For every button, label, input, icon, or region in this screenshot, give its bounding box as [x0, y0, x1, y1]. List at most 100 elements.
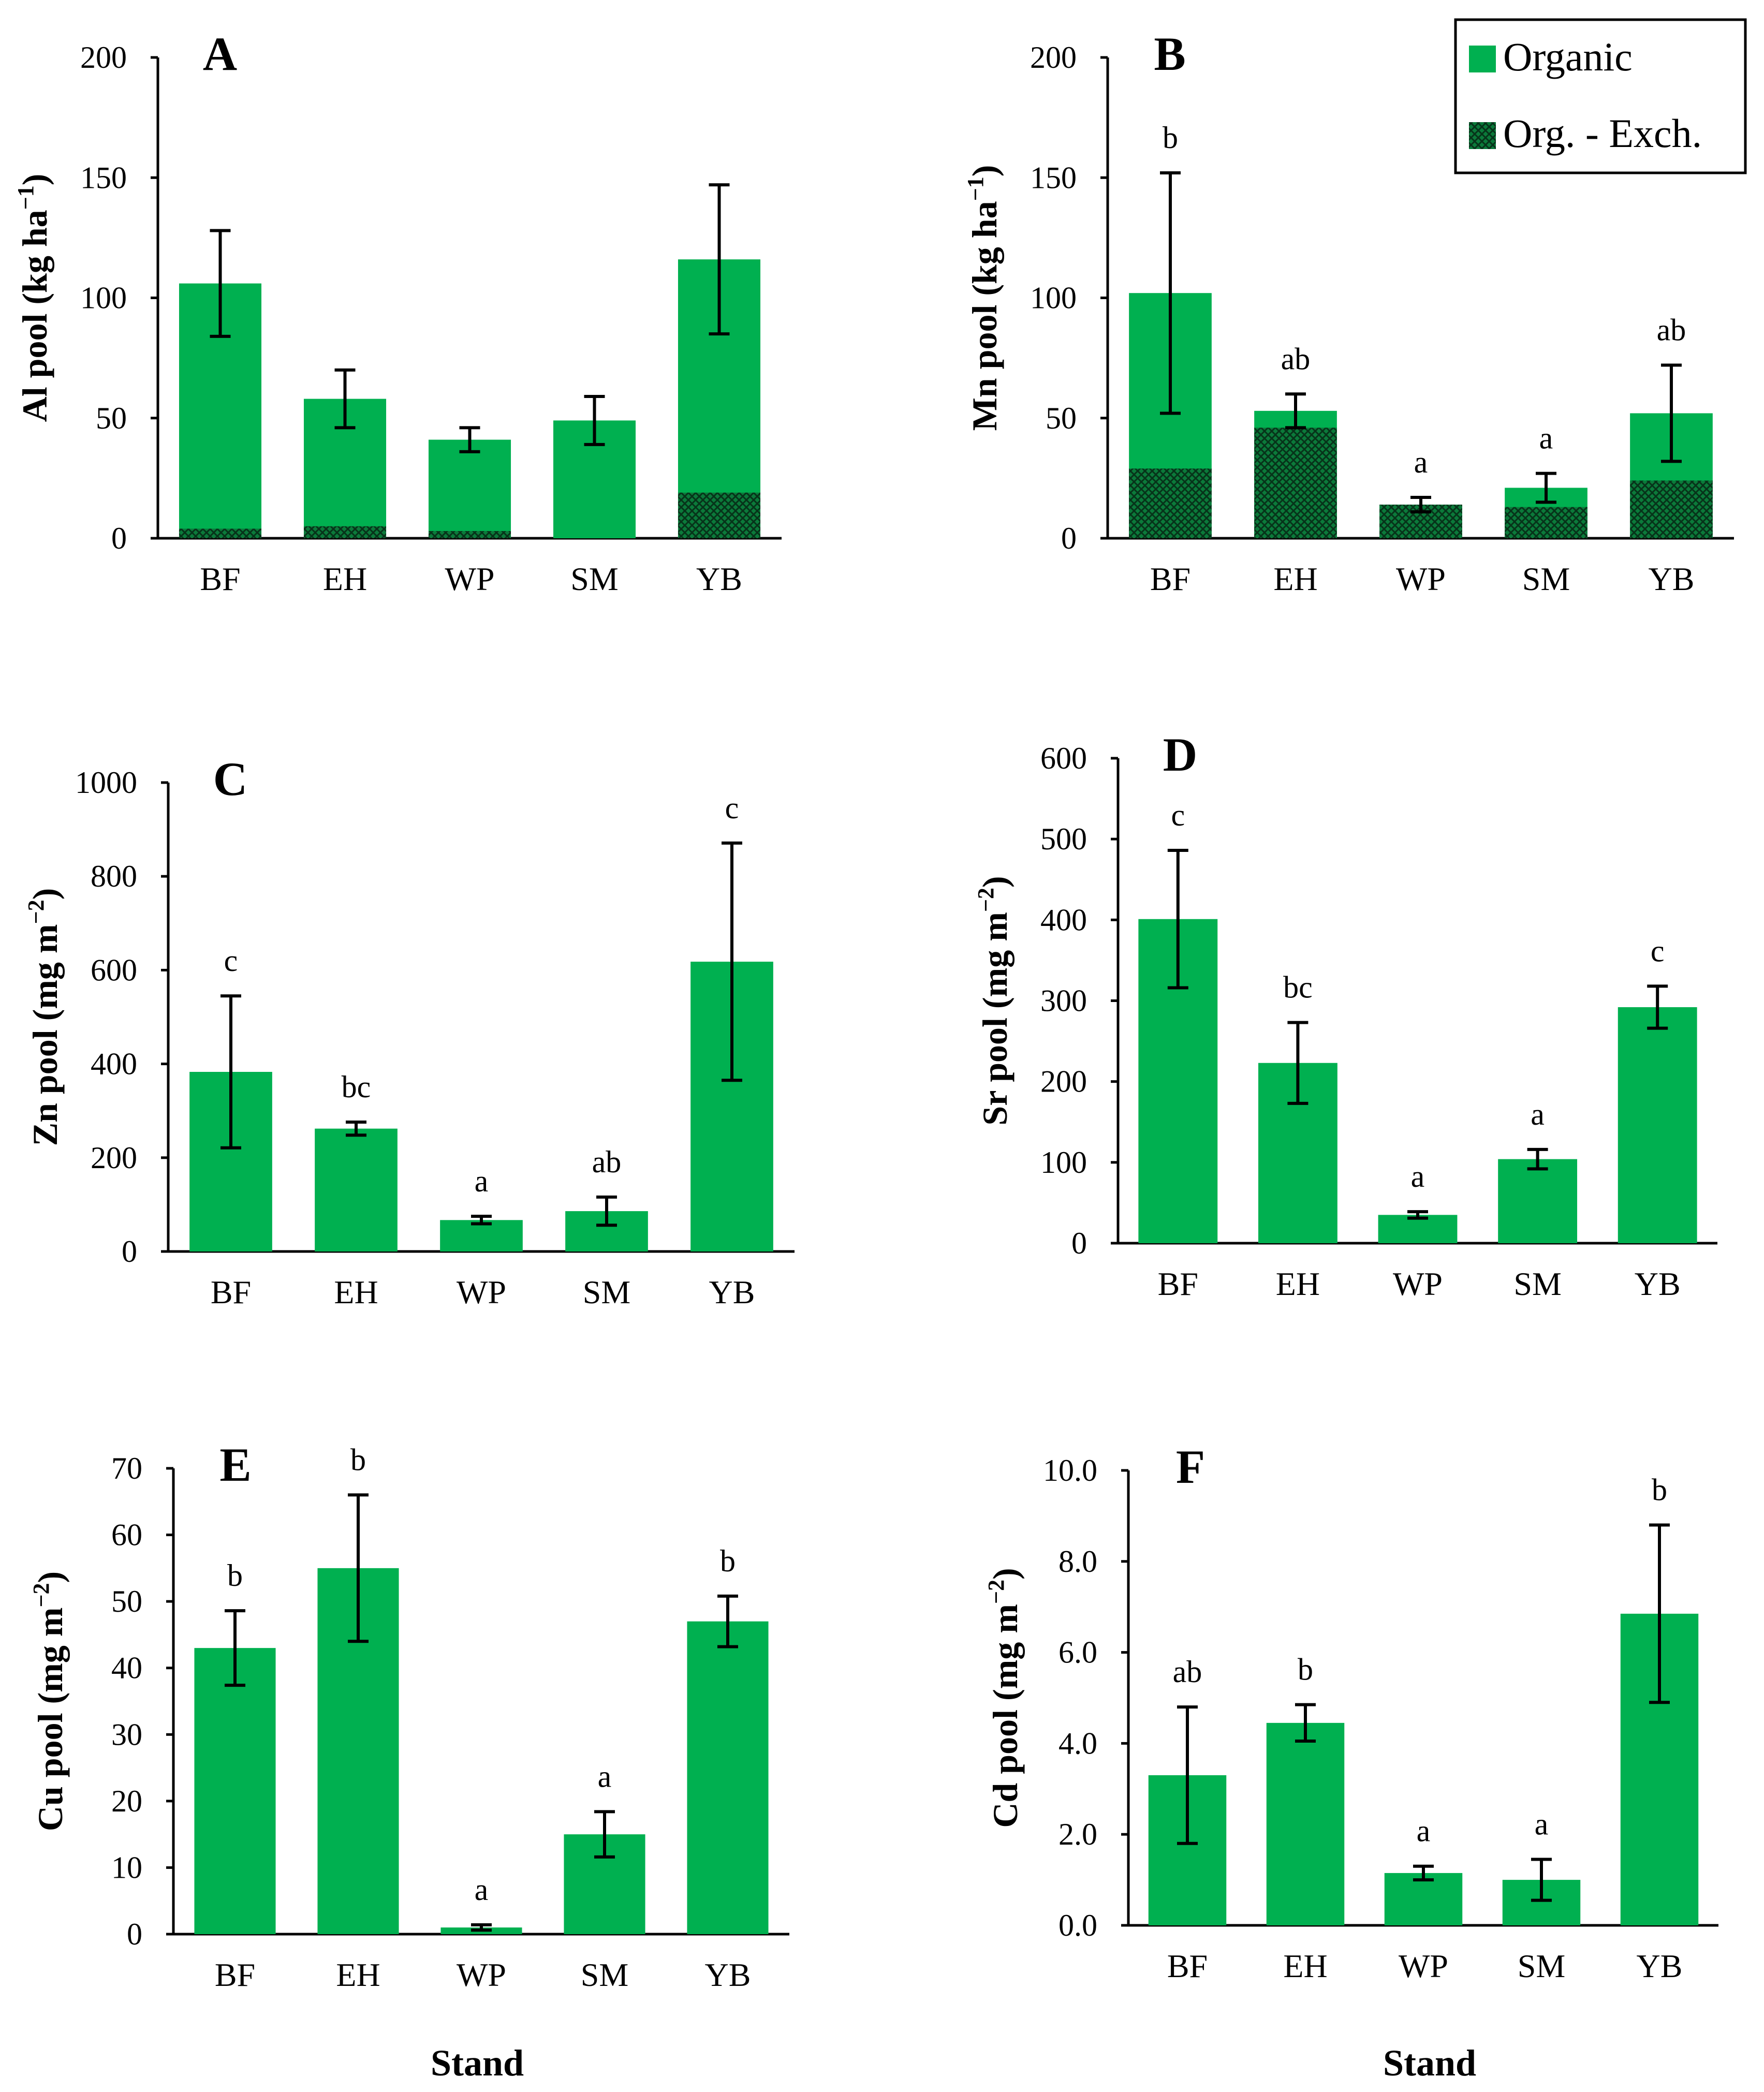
panel-e: 0 10 20 30 40 50 60 70 E Cu pool (mg m−2) b BF b EH a W… [28, 1438, 789, 1993]
sig-label-c-wp: a [475, 1164, 489, 1198]
y-tick-label-f-1: 2.0 [1059, 1817, 1097, 1851]
panel-a: 0 50 100 150 200 A Al pool (kg ha−1) BF EH WP SM YB [13, 27, 782, 597]
y-axis-title-sup-b: −1 [963, 176, 988, 201]
bar-organic-e-bf [194, 1648, 276, 1934]
y-tick-label-b-4: 200 [1030, 40, 1077, 75]
bar-organic-c-eh [315, 1128, 398, 1251]
bar-exch-a-yb [678, 492, 761, 538]
sig-label-e-sm: a [598, 1759, 612, 1793]
y-tick-label-e-0: 0 [127, 1917, 142, 1951]
y-tick-label-c-0: 0 [122, 1234, 137, 1269]
legend-box [1454, 18, 1747, 174]
y-axis-title-main-e: Cu pool (mg m [31, 1608, 70, 1832]
sig-label-e-wp: a [475, 1873, 489, 1907]
category-label-d-yb: YB [1635, 1265, 1681, 1302]
y-tick-label-d-6: 600 [1040, 741, 1087, 775]
category-label-d-sm: SM [1513, 1265, 1562, 1302]
panel-letter-a: A [203, 27, 237, 80]
y-tick-label-a-1: 50 [96, 401, 127, 435]
y-tick-label-a-4: 200 [80, 40, 127, 75]
y-tick-label-f-2: 4.0 [1059, 1726, 1097, 1760]
sig-label-d-wp: a [1411, 1159, 1425, 1194]
y-tick-label-b-0: 0 [1061, 521, 1077, 555]
y-tick-label-d-0: 0 [1071, 1226, 1087, 1260]
y-tick-label-e-7: 70 [111, 1451, 142, 1485]
sig-label-f-eh: b [1298, 1653, 1313, 1687]
category-label-a-bf: BF [200, 561, 240, 597]
category-label-d-bf: BF [1158, 1265, 1198, 1302]
y-axis-title-end-a: ) [15, 174, 54, 186]
bar-organic-d-sm [1498, 1159, 1578, 1243]
y-tick-label-c-5: 1000 [75, 765, 137, 800]
y-axis-title-sup-a: −1 [13, 185, 38, 210]
y-tick-label-c-3: 600 [91, 953, 137, 987]
y-tick-label-b-1: 50 [1046, 401, 1077, 435]
panel-letter-c: C [213, 753, 247, 805]
category-label-f-wp: WP [1399, 1948, 1448, 1984]
y-tick-label-d-1: 100 [1040, 1145, 1087, 1180]
x-axis-title-right: Stand [1383, 2042, 1476, 2084]
y-axis-title-main-a: Al pool (kg ha [15, 210, 54, 422]
category-label-d-eh: EH [1276, 1265, 1320, 1302]
category-label-b-yb: YB [1649, 561, 1695, 597]
sig-label-c-eh: bc [342, 1070, 371, 1104]
y-tick-label-b-3: 150 [1030, 160, 1077, 195]
y-axis-title-end-b: ) [965, 165, 1004, 177]
y-tick-label-f-0: 0.0 [1059, 1908, 1097, 1942]
y-tick-label-a-2: 100 [80, 281, 127, 315]
sig-label-b-bf: b [1163, 121, 1178, 155]
legend: Organic Org. - Exch. [1454, 18, 1747, 174]
panel-f: 0.02.04.06.08.010.0 FCd pool (mg m−2)abBF… [983, 1440, 1718, 1984]
y-axis-title-main-d: Sr pool (mg m [975, 912, 1015, 1125]
y-tick-label-e-5: 50 [111, 1584, 142, 1618]
sig-label-d-yb: c [1651, 934, 1665, 968]
y-axis-title-main-f: Cd pool (mg m [986, 1604, 1025, 1828]
y-axis-title-end-e: ) [31, 1571, 70, 1583]
category-label-a-eh: EH [323, 561, 367, 597]
y-tick-label-c-1: 200 [91, 1141, 137, 1175]
y-tick-label-d-5: 500 [1040, 822, 1087, 856]
y-tick-label-e-6: 60 [111, 1518, 142, 1552]
y-axis-title-f: Cd pool (mg m−2) [983, 1568, 1025, 1828]
y-tick-label-c-2: 400 [91, 1047, 137, 1081]
y-tick-label-f-3: 6.0 [1059, 1636, 1097, 1670]
category-label-a-yb: YB [696, 561, 742, 597]
category-label-e-sm: SM [581, 1956, 629, 1993]
sig-label-d-bf: c [1171, 798, 1185, 832]
sig-label-e-bf: b [227, 1558, 243, 1593]
y-axis-title-sup-d: −2 [973, 888, 998, 912]
sig-label-b-yb: ab [1657, 313, 1686, 347]
y-tick-label-d-3: 300 [1040, 984, 1087, 1018]
panel-b: 0 50 100 150 200 B Mn pool (kg ha−1) b BF ab EH a WP… [963, 27, 1734, 597]
bar-exch-b-bf [1129, 468, 1212, 538]
sig-label-d-eh: bc [1283, 970, 1313, 1005]
y-axis-title-main-b: Mn pool (kg ha [965, 201, 1004, 431]
y-axis-title-end-c: ) [25, 888, 65, 900]
category-label-b-wp: WP [1396, 561, 1446, 597]
sig-label-b-eh: ab [1281, 342, 1311, 376]
sig-label-d-sm: a [1531, 1097, 1545, 1131]
bar-organic-e-yb [687, 1621, 769, 1934]
category-label-b-sm: SM [1522, 561, 1570, 597]
panel-letter-b: B [1154, 27, 1185, 80]
category-label-b-eh: EH [1273, 561, 1317, 597]
legend-label-organic: Organic [1503, 34, 1633, 79]
y-axis-title-end-d: ) [975, 876, 1015, 888]
sig-label-f-yb: b [1652, 1472, 1667, 1507]
y-axis-title-main-c: Zn pool (mg m [25, 924, 65, 1146]
sig-label-e-yb: b [720, 1544, 736, 1578]
bar-exch-a-eh [303, 526, 387, 538]
sig-label-f-wp: a [1417, 1814, 1431, 1848]
category-label-e-eh: EH [336, 1956, 380, 1993]
category-label-e-wp: WP [457, 1956, 506, 1993]
y-tick-label-a-0: 0 [111, 521, 127, 555]
category-label-f-sm: SM [1518, 1948, 1566, 1984]
sig-label-c-bf: c [224, 944, 238, 978]
bar-organic-d-yb [1618, 1007, 1697, 1243]
y-tick-label-b-2: 100 [1030, 281, 1077, 315]
y-axis-title-end-f: ) [986, 1568, 1025, 1580]
bar-exch-b-yb [1630, 480, 1713, 538]
